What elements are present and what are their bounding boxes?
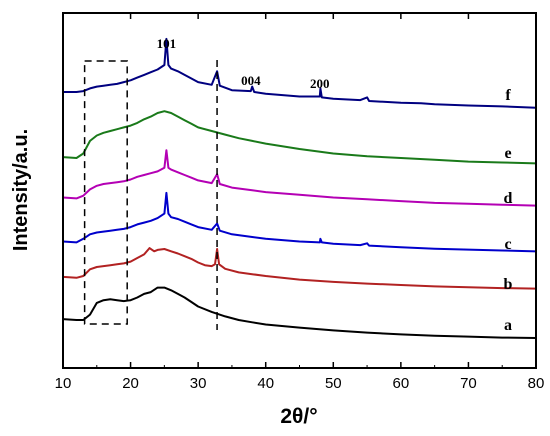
x-tick-label: 50 [325,375,342,392]
x-tick-label: 30 [190,375,207,392]
series-label-f: f [505,87,511,104]
series-line-f [63,37,537,109]
series-line-b [62,247,537,290]
dashed-region-box [83,60,128,325]
series-layer [62,37,537,339]
plot-frame [62,12,537,369]
series-label-b: b [504,276,513,293]
series-line-e [62,110,537,165]
y-axis-title: Intensity/a.u. [10,129,32,251]
x-axis-title: 2θ/° [280,405,317,428]
x-tick-label: 40 [257,375,274,392]
x-tick-label: 10 [55,375,72,392]
series-line-d [62,149,537,207]
peak-label-004: 004 [241,73,261,88]
peak-label-101: 101 [157,36,177,51]
x-axis-ticks: 10 20 30 40 50 60 70 80 [55,13,545,392]
x-tick-label: 80 [528,375,545,392]
x-tick-label: 70 [460,375,477,392]
series-label-c: c [504,236,511,253]
x-tick-label: 60 [393,375,410,392]
series-line-c [62,191,537,253]
x-tick-label: 20 [122,375,139,392]
peak-annotations: 101 004 200 [157,36,330,91]
series-label-d: d [504,190,513,207]
peak-label-200: 200 [310,76,330,91]
series-label-e: e [504,145,511,162]
series-label-a: a [504,317,512,334]
series-labels: a b c d e f [504,87,513,334]
reference-lines [83,60,218,330]
series-line-a [62,286,537,339]
